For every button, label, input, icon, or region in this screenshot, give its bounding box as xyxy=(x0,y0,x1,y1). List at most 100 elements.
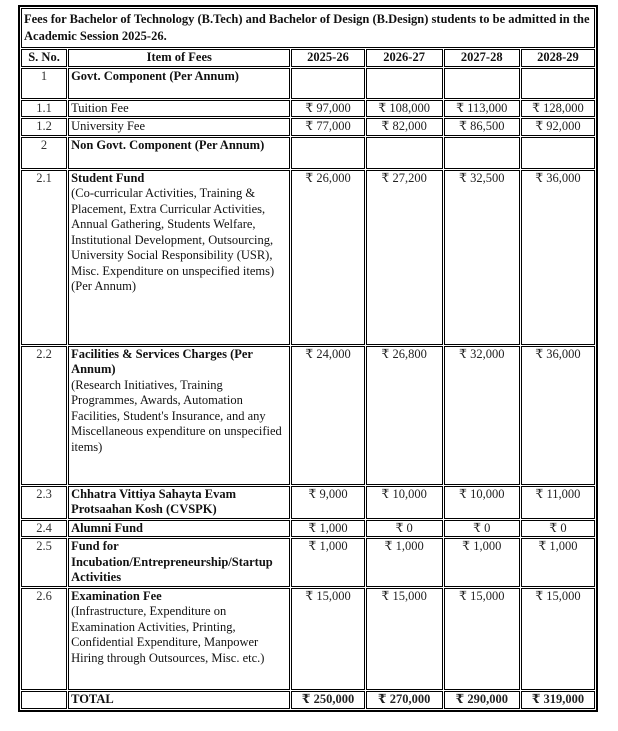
fee-amount: ₹ 0 xyxy=(443,519,520,537)
fee-item: Student Fund (Co-curricular Activities, T… xyxy=(68,169,291,345)
fee-item-name: Student Fund xyxy=(71,170,145,185)
fee-item-description: (Research Initiatives, Training Programm… xyxy=(71,377,282,454)
fee-amount: ₹ 11,000 xyxy=(520,485,595,519)
fee-item-name: Chhatra Vittiya Sahayta Evam Protsaahan … xyxy=(71,486,237,517)
fee-amount: ₹ 27,200 xyxy=(365,169,443,345)
fee-amount xyxy=(365,136,443,169)
fee-amount: ₹ 77,000 xyxy=(291,118,365,136)
fee-item: University Fee xyxy=(68,118,291,136)
fee-item-name: Alumni Fund xyxy=(71,520,143,535)
serial-number: 2.3 xyxy=(21,485,68,519)
table-row: 2.1 Student Fund (Co-curricular Activities… xyxy=(21,169,595,345)
table-row: 1 Govt. Component (Per Annum) xyxy=(21,67,595,99)
total-label: TOTAL xyxy=(68,690,291,709)
header-year-3: 2027-28 xyxy=(443,49,520,67)
table-row: 2.5 Fund for Incubation/Entrepreneurship/… xyxy=(21,538,595,587)
serial-number: 2.2 xyxy=(21,345,68,485)
fee-amount xyxy=(520,136,595,169)
fee-amount: ₹ 0 xyxy=(365,519,443,537)
fee-amount: ₹ 1,000 xyxy=(291,519,365,537)
header-year-1: 2025-26 xyxy=(291,49,365,67)
table-title: Fees for Bachelor of Technology (B.Tech)… xyxy=(21,8,595,48)
fee-item: Tuition Fee xyxy=(68,99,291,117)
table-row: 2 Non Govt. Component (Per Annum) xyxy=(21,136,595,169)
fee-item-description: (Co-curricular Activities, Training & Pl… xyxy=(71,186,275,293)
table-row: 2.6 Examination Fee (Infrastructure, Expen… xyxy=(21,587,595,690)
fee-amount: ₹ 1,000 xyxy=(520,538,595,587)
title-row: Fees for Bachelor of Technology (B.Tech)… xyxy=(21,8,595,48)
fee-amount: ₹ 32,500 xyxy=(443,169,520,345)
header-year-2: 2026-27 xyxy=(365,49,443,67)
serial-number: 1.1 xyxy=(21,99,68,117)
total-sno xyxy=(21,690,68,709)
fee-amount: ₹ 26,000 xyxy=(291,169,365,345)
fee-item-name: Examination Fee xyxy=(71,588,162,603)
total-row: TOTAL ₹ 250,000 ₹ 270,000 ₹ 290,000 ₹ 31… xyxy=(21,690,595,709)
fee-amount: ₹ 1,000 xyxy=(291,538,365,587)
header-row: S. No. Item of Fees 2025-26 2026-27 2027… xyxy=(21,49,595,67)
fee-amount: ₹ 9,000 xyxy=(291,485,365,519)
fee-amount: ₹ 86,500 xyxy=(443,118,520,136)
fee-amount: ₹ 113,000 xyxy=(443,99,520,117)
fee-amount: ₹ 36,000 xyxy=(520,169,595,345)
fee-item-name: Tuition Fee xyxy=(71,100,129,115)
fee-amount: ₹ 128,000 xyxy=(520,99,595,117)
fee-amount: ₹ 26,800 xyxy=(365,345,443,485)
fee-amount: ₹ 1,000 xyxy=(365,538,443,587)
fee-amount: ₹ 10,000 xyxy=(365,485,443,519)
fee-amount: ₹ 97,000 xyxy=(291,99,365,117)
table-row: 1.2 University Fee ₹ 77,000 ₹ 82,000 ₹ 86,50… xyxy=(21,118,595,136)
fee-amount: ₹ 15,000 xyxy=(365,587,443,690)
table-row: 2.4 Alumni Fund ₹ 1,000 ₹ 0 ₹ 0 ₹ 0 xyxy=(21,519,595,537)
total-value: ₹ 250,000 xyxy=(291,690,365,709)
serial-number: 2.4 xyxy=(21,519,68,537)
fee-item-name: University Fee xyxy=(71,119,146,133)
fee-table: Fees for Bachelor of Technology (B.Tech)… xyxy=(18,5,598,712)
serial-number: 1 xyxy=(21,67,68,99)
fee-item-name: Govt. Component (Per Annum) xyxy=(71,68,239,83)
fee-item: Non Govt. Component (Per Annum) xyxy=(68,136,291,169)
fee-amount xyxy=(291,67,365,99)
fee-amount xyxy=(443,136,520,169)
fee-item-name: Facilities & Services Charges (Per Annum… xyxy=(71,346,253,377)
fee-amount: ₹ 15,000 xyxy=(443,587,520,690)
fee-amount: ₹ 92,000 xyxy=(520,118,595,136)
fee-amount xyxy=(520,67,595,99)
header-sno: S. No. xyxy=(21,49,68,67)
fee-item-name: Non Govt. Component (Per Annum) xyxy=(71,137,265,152)
fee-amount: ₹ 1,000 xyxy=(443,538,520,587)
fee-amount: ₹ 32,000 xyxy=(443,345,520,485)
fee-amount: ₹ 24,000 xyxy=(291,345,365,485)
fee-amount: ₹ 108,000 xyxy=(365,99,443,117)
fee-amount: ₹ 0 xyxy=(520,519,595,537)
fee-amount xyxy=(291,136,365,169)
fee-amount: ₹ 10,000 xyxy=(443,485,520,519)
fee-amount xyxy=(365,67,443,99)
header-year-4: 2028-29 xyxy=(520,49,595,67)
fee-document: Fees for Bachelor of Technology (B.Tech)… xyxy=(18,5,598,712)
fee-amount: ₹ 15,000 xyxy=(520,587,595,690)
table-row: 1.1 Tuition Fee ₹ 97,000 ₹ 108,000 ₹ 113,000… xyxy=(21,99,595,117)
total-value: ₹ 270,000 xyxy=(365,690,443,709)
fee-item-description: (Infrastructure, Expenditure on Examinat… xyxy=(71,604,265,665)
table-row: 2.3 Chhatra Vittiya Sahayta Evam Protsaah… xyxy=(21,485,595,519)
fee-amount xyxy=(443,67,520,99)
total-value: ₹ 290,000 xyxy=(443,690,520,709)
serial-number: 2.6 xyxy=(21,587,68,690)
fee-item: Fund for Incubation/Entrepreneurship/Sta… xyxy=(68,538,291,587)
serial-number: 2 xyxy=(21,136,68,169)
header-item: Item of Fees xyxy=(68,49,291,67)
fee-item: Examination Fee (Infrastructure, Expendit… xyxy=(68,587,291,690)
fee-item-name: Fund for Incubation/Entrepreneurship/Sta… xyxy=(71,539,273,584)
fee-amount: ₹ 36,000 xyxy=(520,345,595,485)
fee-item: Alumni Fund xyxy=(68,519,291,537)
fee-amount: ₹ 15,000 xyxy=(291,587,365,690)
total-value: ₹ 319,000 xyxy=(520,690,595,709)
serial-number: 2.1 xyxy=(21,169,68,345)
fee-item: Chhatra Vittiya Sahayta Evam Protsaahan … xyxy=(68,485,291,519)
serial-number: 2.5 xyxy=(21,538,68,587)
fee-amount: ₹ 82,000 xyxy=(365,118,443,136)
fee-item: Govt. Component (Per Annum) xyxy=(68,67,291,99)
fee-item: Facilities & Services Charges (Per Annum… xyxy=(68,345,291,485)
table-row: 2.2 Facilities & Services Charges (Per An… xyxy=(21,345,595,485)
